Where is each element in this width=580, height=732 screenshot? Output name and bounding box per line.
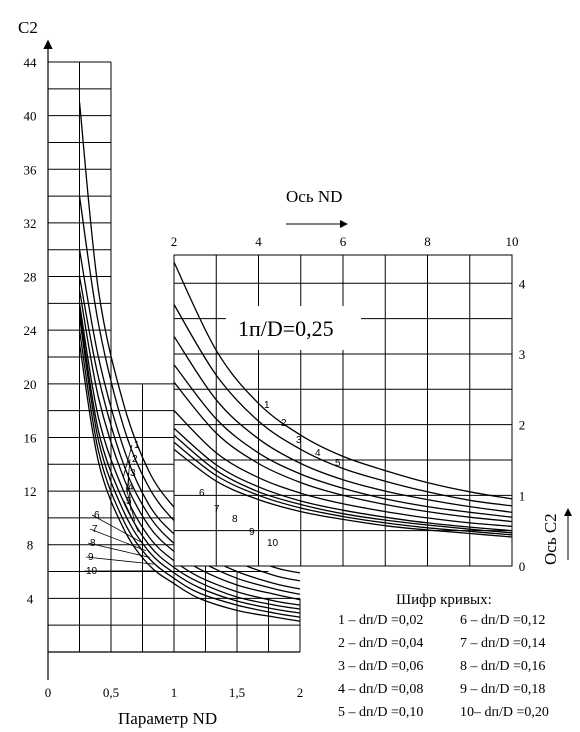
main-leader-6 bbox=[91, 514, 143, 544]
main-y-tick: 12 bbox=[24, 484, 37, 499]
main-y-tick: 36 bbox=[24, 162, 38, 177]
inset-x-tick: 8 bbox=[424, 234, 431, 249]
main-curve-8 bbox=[78, 316, 301, 614]
inset-curve-label-5: 5 bbox=[335, 458, 341, 469]
main-y-tick: 16 bbox=[24, 430, 38, 445]
main-y-tick: 28 bbox=[24, 270, 37, 285]
inset-curve-4 bbox=[173, 364, 513, 518]
main-y-tick: 24 bbox=[24, 323, 38, 338]
inset-curve-label-1: 1 bbox=[264, 400, 270, 411]
legend-item: 2 – dп/D =0,04 bbox=[338, 636, 423, 651]
main-x-tick: 2 bbox=[297, 685, 304, 700]
inset-curve-label-8: 8 bbox=[232, 514, 238, 525]
inset-curve-8 bbox=[173, 434, 513, 534]
main-curve-label-5: 5 bbox=[126, 496, 132, 507]
inset-y-tick: 0 bbox=[519, 559, 526, 574]
main-x-tick: 0 bbox=[45, 685, 52, 700]
main-curve-7 bbox=[78, 309, 301, 610]
inset-curves bbox=[173, 261, 513, 538]
inset-x-tick: 10 bbox=[506, 234, 519, 249]
legend-item: 10– dп/D =0,20 bbox=[460, 705, 549, 720]
legend-item: 4 – dп/D =0,08 bbox=[338, 682, 423, 697]
main-curve-3 bbox=[78, 249, 301, 590]
main-curve-10 bbox=[78, 343, 301, 622]
main-y-tick: 20 bbox=[24, 377, 37, 392]
main-curve-2 bbox=[78, 196, 301, 582]
main-leader-8 bbox=[87, 542, 150, 558]
inset-y-axis-title: Ось C2 bbox=[541, 513, 560, 565]
main-x-tick: 0,5 bbox=[103, 685, 119, 700]
inset-curve-label-9: 9 bbox=[249, 527, 255, 538]
inset-curve-label-7: 7 bbox=[214, 504, 220, 515]
inset-curve-5 bbox=[173, 381, 513, 523]
main-curve-label-2: 2 bbox=[132, 454, 138, 465]
inset-curve-label-3: 3 bbox=[296, 435, 302, 446]
main-curves bbox=[78, 102, 301, 622]
inset-x-tick: 4 bbox=[255, 234, 262, 249]
inset-curve-1 bbox=[173, 261, 513, 500]
inset-curve-7 bbox=[173, 427, 513, 532]
legend-item: 3 – dп/D =0,06 bbox=[338, 659, 423, 674]
main-y-tick: 4 bbox=[27, 591, 34, 606]
legend-item: 6 – dп/D =0,12 bbox=[460, 613, 545, 628]
inset-curve-label-6: 6 bbox=[199, 488, 205, 499]
inset-y-tick: 4 bbox=[519, 276, 526, 291]
legend-background bbox=[334, 585, 578, 720]
legend-item: 8 – dп/D =0,16 bbox=[460, 659, 545, 674]
inset-y-tick: 2 bbox=[519, 418, 526, 433]
main-curve-label-4: 4 bbox=[128, 482, 134, 493]
inset-x-tick: 2 bbox=[171, 234, 178, 249]
inset-curve-9 bbox=[173, 441, 513, 536]
inset-x-tick: 6 bbox=[340, 234, 347, 249]
main-curve-9 bbox=[78, 330, 301, 618]
main-y-tick: 32 bbox=[24, 216, 37, 231]
main-curve-label-6: 6 bbox=[94, 510, 100, 521]
legend-item: 5 – dп/D =0,10 bbox=[338, 705, 423, 720]
inset-curve-6 bbox=[173, 410, 513, 528]
main-leader-7 bbox=[89, 528, 147, 552]
inset-curve-label-2: 2 bbox=[281, 418, 287, 429]
main-leader-1 bbox=[122, 444, 133, 478]
main-leader-4 bbox=[125, 486, 136, 522]
main-x-axis-title: Параметр ND bbox=[118, 709, 217, 728]
main-curve-5 bbox=[78, 289, 301, 601]
main-y-axis-title: C2 bbox=[18, 18, 38, 37]
main-curve-6 bbox=[78, 303, 301, 606]
legend-item: 7 – dп/D =0,14 bbox=[460, 636, 545, 651]
main-curve-label-7: 7 bbox=[92, 524, 98, 535]
legend-item: 1 – dп/D =0,02 bbox=[338, 613, 423, 628]
main-y-tick: 44 bbox=[24, 55, 38, 70]
annotation-background bbox=[226, 306, 361, 350]
inset-y-tick: 3 bbox=[519, 347, 526, 362]
main-y-tick: 40 bbox=[24, 109, 37, 124]
main-leader-5 bbox=[123, 500, 139, 533]
main-y-tick: 8 bbox=[27, 538, 34, 553]
inset-annotation: 1п/D=0,25 bbox=[238, 316, 334, 341]
main-x-tick: 1 bbox=[171, 685, 178, 700]
inset-y-tick: 1 bbox=[519, 488, 526, 503]
inset-curve-label-10: 10 bbox=[267, 538, 279, 549]
inset-curve-label-4: 4 bbox=[315, 448, 321, 459]
inset-curve-3 bbox=[173, 335, 513, 513]
main-curve-label-3: 3 bbox=[130, 468, 136, 479]
main-curve-4 bbox=[78, 276, 301, 595]
inset-curve-10 bbox=[173, 448, 513, 538]
main-curve-label-1: 1 bbox=[134, 440, 140, 451]
legend-title: Шифр кривых: bbox=[396, 592, 492, 608]
main-curve-label-8: 8 bbox=[90, 538, 96, 549]
legend: 1 – dп/D =0,02 2 – dп/D =0,04 3 – dп/D =0,… bbox=[338, 613, 549, 720]
main-curve-label-10: 10 bbox=[86, 566, 98, 577]
main-leader-9 bbox=[85, 556, 154, 565]
main-x-tick: 1,5 bbox=[229, 685, 245, 700]
inset-curve-2 bbox=[173, 304, 513, 507]
inset-x-axis-title: Ось ND bbox=[286, 187, 342, 206]
legend-item: 9 – dп/D =0,18 bbox=[460, 682, 545, 697]
